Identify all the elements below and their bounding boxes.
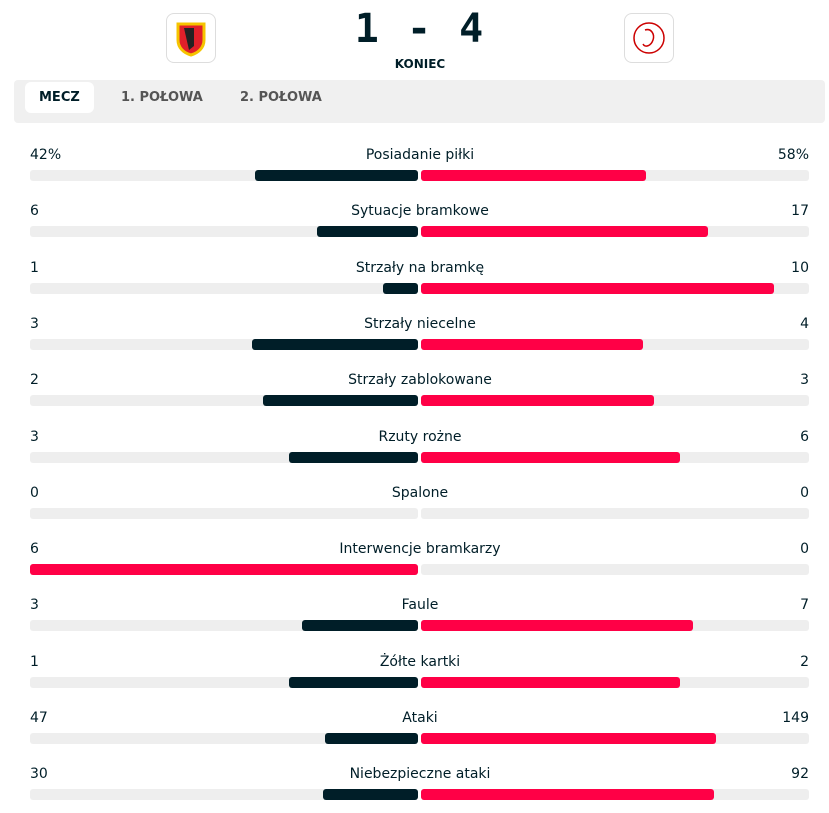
stat-label: Interwencje bramkarzy (339, 541, 501, 558)
stat-label: Niebezpieczne ataki (349, 766, 491, 783)
home-bar (382, 282, 418, 294)
stat-label: Posiadanie piłki (365, 147, 475, 163)
away-value: 2 (800, 653, 809, 670)
away-logo[interactable] (624, 13, 674, 63)
score: 1 - 4 (320, 6, 520, 52)
away-value: 92 (791, 766, 809, 783)
stat-label: Rzuty rożne (378, 428, 462, 445)
away-bar (421, 733, 716, 744)
score-separator: - (406, 6, 434, 52)
stat-label: Spalone (391, 484, 449, 501)
home-track (30, 620, 418, 632)
home-bar (288, 676, 418, 688)
away-bar (421, 620, 693, 632)
away-value: 6 (800, 428, 809, 445)
home-track (30, 170, 418, 181)
home-value: 1 (30, 259, 39, 276)
away-value: 7 (800, 597, 809, 614)
home-bar (30, 564, 418, 576)
match-status: KONIEC (394, 57, 446, 71)
away-crest (633, 22, 665, 54)
away-value: 149 (782, 710, 809, 726)
home-track (30, 451, 418, 463)
stat-label: Strzały na bramkę (355, 259, 485, 276)
away-value: 0 (800, 541, 809, 558)
stat-label: Żółte kartki (379, 653, 461, 670)
away-bar (421, 282, 774, 294)
away-bar (421, 676, 680, 688)
home-track (30, 789, 418, 801)
home-value: 6 (30, 203, 39, 220)
away-value: 58% (777, 147, 809, 163)
away-bar (421, 338, 643, 350)
stat-label: Sytuacje bramkowe (351, 203, 489, 220)
home-bar (262, 395, 418, 407)
home-bar (316, 226, 418, 238)
home-value: 30 (30, 766, 48, 783)
home-bar (322, 789, 418, 801)
away-value: 10 (791, 259, 809, 276)
home-track (30, 507, 418, 519)
home-track (30, 676, 418, 688)
home-bar (324, 733, 418, 744)
home-track (30, 733, 418, 744)
home-value: 3 (30, 597, 39, 614)
stat-label: Strzały niecelne (364, 315, 476, 332)
home-value: 42% (30, 147, 62, 163)
tab-bar: MECZ 1. POŁOWA 2. POŁOWA (14, 80, 825, 123)
away-value: 3 (800, 372, 809, 389)
home-value: 3 (30, 428, 39, 445)
home-value: 6 (30, 541, 39, 558)
home-value: 1 (30, 653, 39, 670)
home-bar (288, 451, 418, 463)
stat-label: Faule (401, 597, 439, 614)
home-track (30, 338, 418, 350)
away-value: 17 (791, 203, 809, 220)
home-track (30, 395, 418, 407)
home-value: 2 (30, 372, 39, 389)
home-track (30, 226, 418, 238)
stat-label: Ataki (402, 710, 438, 726)
tab[interactable]: 2. POŁOWA (240, 90, 322, 105)
away-value: 0 (800, 484, 809, 501)
home-track (30, 282, 418, 294)
away-track (421, 564, 809, 576)
home-score: 1 (354, 6, 381, 52)
home-value: 47 (30, 710, 48, 726)
tab[interactable]: 1. POŁOWA (121, 90, 203, 105)
away-bar (421, 451, 680, 463)
home-bar (255, 170, 418, 181)
away-bar (421, 226, 708, 238)
home-value: 0 (30, 484, 39, 501)
away-bar (421, 170, 647, 181)
away-score: 4 (459, 6, 486, 52)
home-logo[interactable] (166, 13, 216, 63)
home-bar (301, 620, 418, 632)
stat-label: Strzały zablokowane (348, 372, 492, 389)
away-track (421, 507, 809, 519)
tab[interactable]: MECZ (25, 82, 94, 113)
home-bar (251, 338, 418, 350)
home-crest (176, 22, 206, 57)
away-bar (421, 395, 654, 407)
away-bar (421, 789, 714, 801)
away-value: 4 (800, 315, 809, 332)
home-value: 3 (30, 315, 39, 332)
